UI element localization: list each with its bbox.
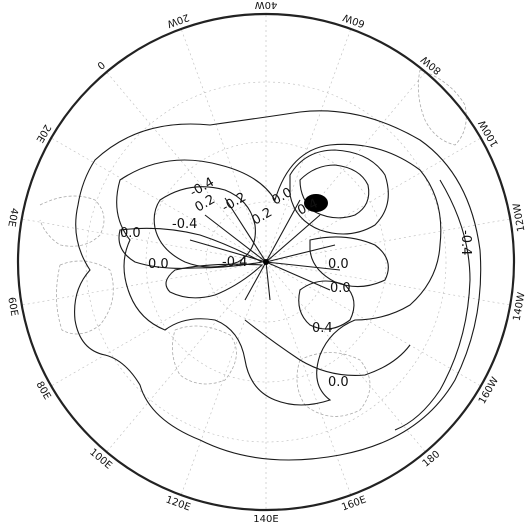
latitude-circle <box>85 81 447 443</box>
longitude-label: 0 <box>95 58 107 71</box>
contour-label: 0.0 <box>328 257 349 272</box>
meridian-line <box>106 261 267 453</box>
contour-ring-right <box>394 179 471 431</box>
coastline <box>296 352 371 417</box>
contour-lower <box>244 319 411 376</box>
meridian-line <box>265 71 426 263</box>
meridian-line <box>51 137 267 263</box>
contour-east <box>309 236 389 288</box>
longitude-label: 40E <box>5 207 19 228</box>
map-frame <box>16 12 516 512</box>
longitude-label: 40W <box>255 0 278 10</box>
contour-extremum <box>304 194 328 212</box>
longitude-label: 60E <box>5 296 19 317</box>
coastline <box>39 195 105 247</box>
meridian-line <box>265 261 426 453</box>
contour-inner-right <box>289 149 389 235</box>
contour-lines <box>74 110 482 461</box>
meridian-line <box>265 261 481 387</box>
contour-label: -0.4 <box>172 217 197 232</box>
meridian-line <box>265 261 511 306</box>
contour-center-west <box>118 227 264 269</box>
meridian-line <box>21 218 267 263</box>
meridian-line <box>265 137 481 263</box>
graticule <box>21 14 511 510</box>
meridian-line <box>265 218 511 263</box>
contour-mid <box>116 143 442 406</box>
coastline <box>172 325 237 385</box>
meridian-line <box>265 28 352 263</box>
contour-label: 0.0 <box>328 375 349 390</box>
coastline <box>56 260 114 335</box>
contour-label: 0.0 <box>148 257 169 272</box>
contour-label: -0.4 <box>458 230 473 255</box>
contour-label: 0.2 <box>250 205 275 228</box>
longitude-label: 140E <box>253 514 278 525</box>
contour-outer <box>74 110 482 461</box>
longitude-label: 100E <box>87 447 114 472</box>
meridian-line <box>21 261 267 306</box>
meridian-line <box>180 261 267 496</box>
meridian-line <box>180 28 267 263</box>
contour-label: 0.4 <box>312 321 333 336</box>
pole-marker <box>263 259 269 265</box>
longitude-label: 120W <box>512 202 528 233</box>
meridian-line <box>106 71 267 263</box>
contour-label: 0.0 <box>120 226 141 241</box>
coastline <box>417 69 467 146</box>
contour-radial <box>189 197 341 301</box>
contour-center-south <box>165 263 264 299</box>
coastlines <box>39 69 467 417</box>
longitude-label: 160W <box>477 375 501 406</box>
contour-label: 0.0 <box>330 281 351 296</box>
meridian-line <box>51 261 267 387</box>
contour-label: 0.0 <box>270 185 295 208</box>
contour-south-right <box>298 280 355 330</box>
longitude-label: 80W <box>419 53 443 76</box>
latitude-circle <box>205 201 327 323</box>
longitude-label: 140W <box>512 291 528 322</box>
longitude-label: 100W <box>477 118 501 149</box>
contour-label: -0.4 <box>222 255 247 270</box>
meridian-line <box>265 261 352 496</box>
meridians <box>21 14 511 510</box>
